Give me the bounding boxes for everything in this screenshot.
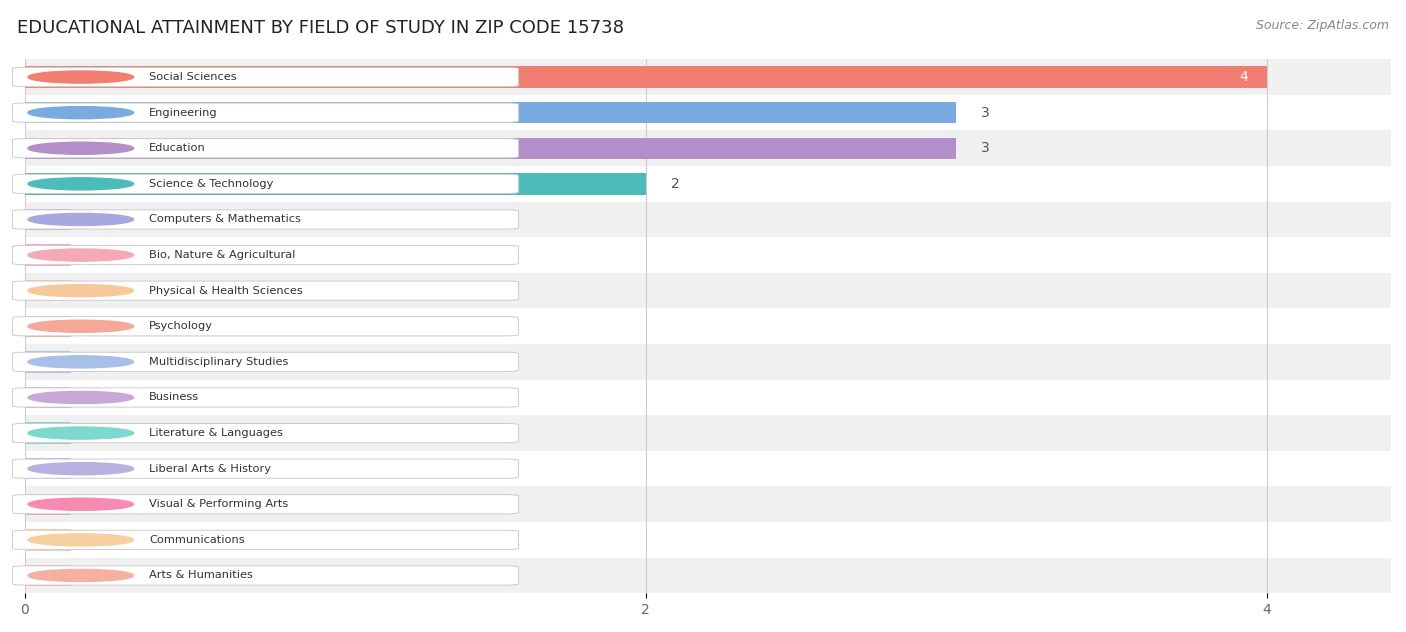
Bar [25,565,72,586]
Text: 0: 0 [90,212,98,226]
Text: Business: Business [149,392,200,403]
Bar [25,529,72,550]
Circle shape [28,391,134,403]
Text: Social Sciences: Social Sciences [149,72,236,82]
Bar [0,451,1406,487]
Bar [25,351,72,372]
Bar [0,308,1406,344]
FancyBboxPatch shape [13,138,519,158]
Bar [25,315,72,337]
Text: 0: 0 [90,284,98,298]
Bar [25,209,72,230]
Circle shape [28,463,134,475]
Text: Science & Technology: Science & Technology [149,179,274,189]
FancyBboxPatch shape [13,245,519,265]
Circle shape [28,214,134,226]
FancyBboxPatch shape [13,423,519,442]
Text: 2: 2 [671,177,679,191]
Bar [25,387,72,408]
Bar [0,202,1406,237]
Text: Communications: Communications [149,535,245,545]
Bar [0,59,1406,95]
Text: 4: 4 [1240,70,1249,84]
Bar [25,173,645,195]
Text: Multidisciplinary Studies: Multidisciplinary Studies [149,357,288,367]
Bar [0,130,1406,166]
Bar [25,138,956,159]
Bar [25,458,72,479]
Circle shape [28,71,134,83]
FancyBboxPatch shape [13,210,519,229]
FancyBboxPatch shape [13,495,519,514]
Bar [25,102,956,123]
Bar [0,344,1406,380]
Circle shape [28,249,134,261]
Text: 0: 0 [90,461,98,476]
Circle shape [28,534,134,546]
Text: 0: 0 [90,568,98,583]
Text: 0: 0 [90,355,98,369]
FancyBboxPatch shape [13,281,519,300]
Text: 3: 3 [981,141,990,155]
Text: 0: 0 [90,533,98,547]
Bar [25,280,72,301]
Bar [0,415,1406,451]
Bar [25,422,72,444]
Text: 0: 0 [90,319,98,333]
FancyBboxPatch shape [13,352,519,372]
FancyBboxPatch shape [13,388,519,407]
FancyBboxPatch shape [13,174,519,193]
Bar [25,494,72,515]
FancyBboxPatch shape [13,317,519,336]
Text: 0: 0 [90,391,98,404]
FancyBboxPatch shape [13,103,519,122]
Circle shape [28,142,134,154]
Bar [0,166,1406,202]
Text: Education: Education [149,143,205,153]
Text: Literature & Languages: Literature & Languages [149,428,283,438]
Bar [0,557,1406,593]
Bar [0,380,1406,415]
Bar [25,245,72,265]
Circle shape [28,569,134,581]
Text: 0: 0 [90,248,98,262]
Text: Bio, Nature & Agricultural: Bio, Nature & Agricultural [149,250,295,260]
Circle shape [28,107,134,119]
Bar [0,522,1406,557]
Text: 3: 3 [981,106,990,119]
Bar [0,237,1406,273]
Circle shape [28,284,134,296]
Text: Source: ZipAtlas.com: Source: ZipAtlas.com [1256,19,1389,32]
Text: EDUCATIONAL ATTAINMENT BY FIELD OF STUDY IN ZIP CODE 15738: EDUCATIONAL ATTAINMENT BY FIELD OF STUDY… [17,19,624,37]
Text: 0: 0 [90,426,98,440]
Circle shape [28,498,134,510]
Bar [0,487,1406,522]
Text: Visual & Performing Arts: Visual & Performing Arts [149,499,288,509]
Text: Physical & Health Sciences: Physical & Health Sciences [149,286,302,296]
Circle shape [28,320,134,332]
Bar [0,95,1406,130]
Text: Liberal Arts & History: Liberal Arts & History [149,464,271,473]
Text: Arts & Humanities: Arts & Humanities [149,571,253,580]
Text: 0: 0 [90,497,98,511]
Circle shape [28,427,134,439]
FancyBboxPatch shape [13,566,519,585]
FancyBboxPatch shape [13,459,519,478]
FancyBboxPatch shape [13,68,519,87]
Circle shape [28,178,134,190]
Circle shape [28,356,134,368]
Text: Computers & Mathematics: Computers & Mathematics [149,214,301,224]
FancyBboxPatch shape [13,530,519,549]
Bar [0,273,1406,308]
Bar [25,66,1267,88]
Text: Psychology: Psychology [149,321,214,331]
Text: Engineering: Engineering [149,107,218,118]
